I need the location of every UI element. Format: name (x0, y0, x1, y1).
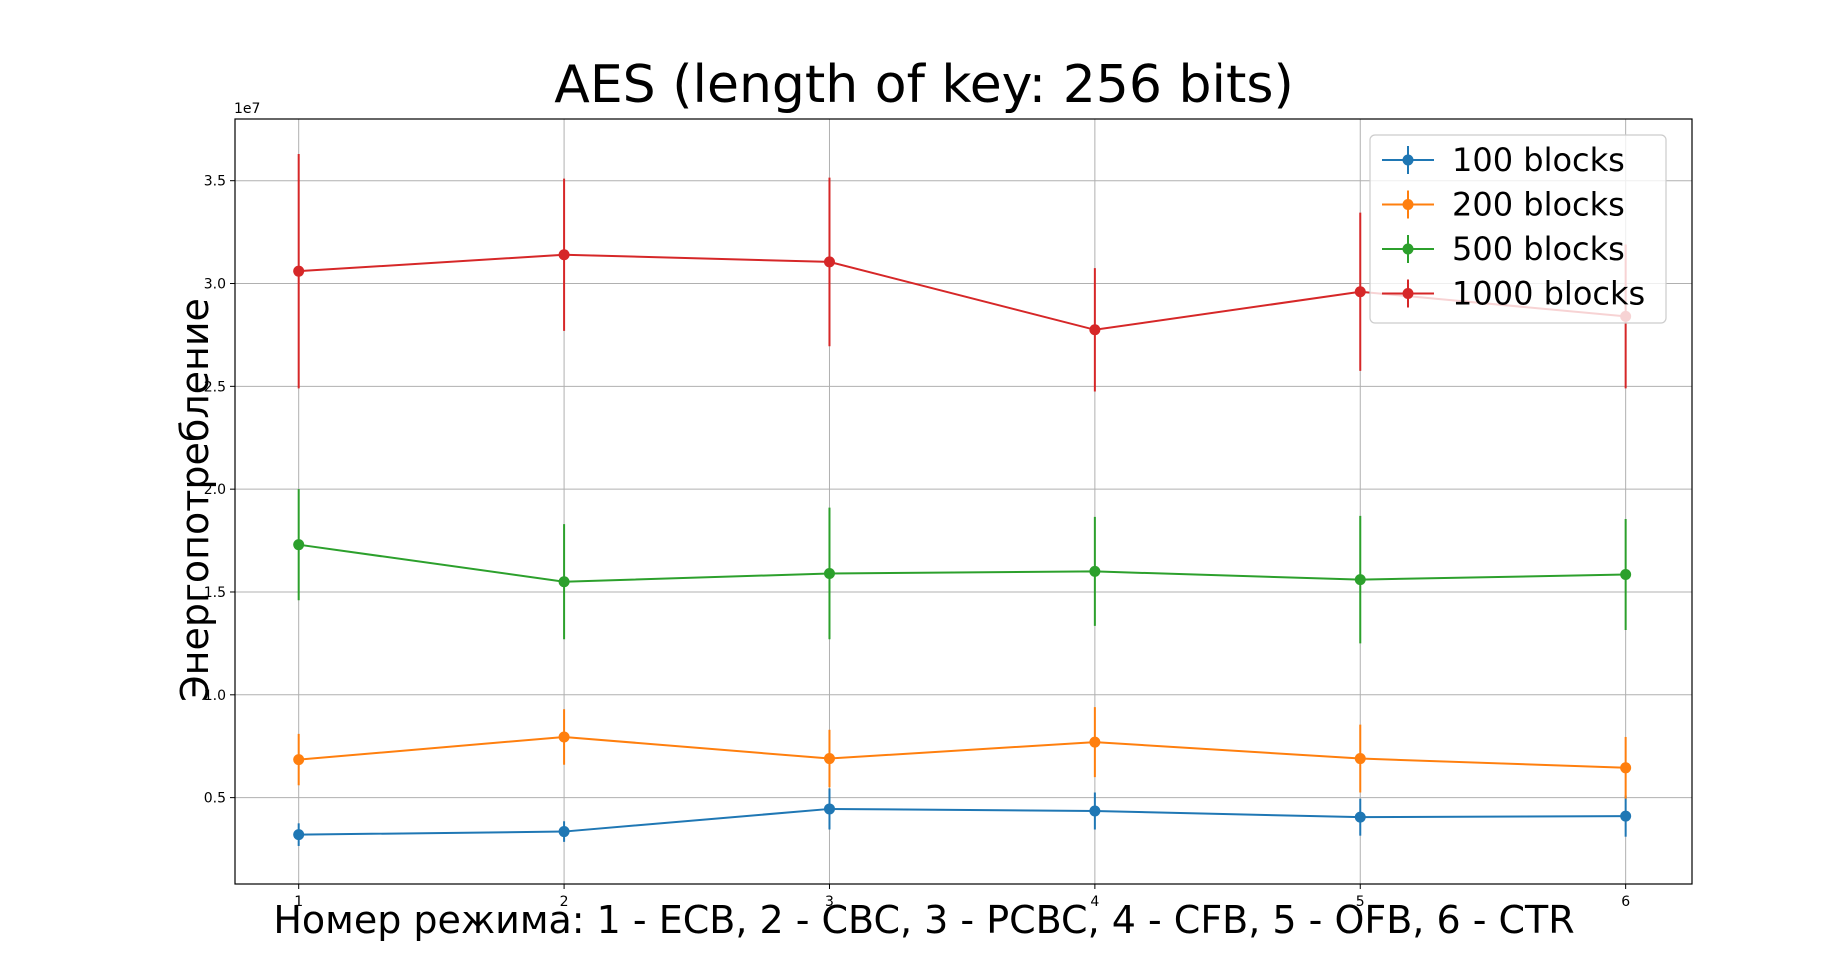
x-tick-label: 2 (560, 894, 569, 910)
data-point (293, 754, 305, 766)
data-point (823, 256, 835, 268)
legend-entry: 100 blocks (1382, 141, 1625, 179)
series-100-blocks (293, 788, 1632, 846)
data-point (293, 829, 305, 841)
legend-marker (1402, 154, 1414, 166)
legend-entry: 200 blocks (1382, 186, 1625, 224)
axes-frame (234, 118, 1693, 885)
data-point (1089, 736, 1101, 748)
legend-marker (1402, 243, 1414, 255)
axis-ticks: 1 2 3 4 5 6 0.5 1.0 1.5 2.0 2.5 3.0 3.5 (204, 174, 1630, 910)
x-axis-label: Номер режима: 1 - ECB, 2 - CBC, 3 - PCBC… (273, 898, 1575, 942)
data-point (1354, 574, 1366, 586)
legend-marker (1402, 288, 1414, 299)
data-point (558, 826, 570, 838)
y-tick-label: 0.5 (204, 791, 226, 807)
legend-label: 1000 blocks (1452, 275, 1645, 313)
y-offset-label: 1e7 (234, 101, 261, 117)
data-point (823, 753, 835, 765)
data-point (1089, 324, 1101, 336)
data-point (1089, 805, 1101, 817)
y-tick-label: 2.0 (204, 482, 226, 498)
data-point (1620, 762, 1632, 774)
data-point (558, 576, 570, 588)
x-tick-label: 4 (1090, 894, 1099, 910)
legend-entry: 1000 blocks (1382, 275, 1645, 313)
data-point (1089, 565, 1101, 577)
data-point (1354, 753, 1366, 765)
series-line (298, 807, 1626, 836)
legend-label: 200 blocks (1452, 186, 1625, 224)
series-500-blocks (293, 489, 1632, 644)
x-tick-label: 1 (294, 894, 303, 910)
legend: 100 blocks 200 blocks 500 blocks 1000 block… (1369, 134, 1667, 324)
series-line (298, 543, 1626, 583)
y-tick-label: 1.0 (204, 688, 226, 704)
data-point (558, 249, 570, 261)
legend-label: 500 blocks (1452, 230, 1625, 268)
legend-label: 100 blocks (1452, 141, 1625, 179)
x-tick-label: 3 (825, 894, 834, 910)
data-point (293, 265, 305, 277)
data-point (1620, 569, 1632, 581)
series-200-blocks (293, 707, 1632, 799)
data-point (558, 731, 570, 743)
data-point (1354, 286, 1366, 298)
data-point (823, 803, 835, 815)
y-tick-label: 3.0 (204, 277, 226, 293)
x-tick-label: 5 (1356, 894, 1365, 910)
data-point (1354, 811, 1366, 823)
x-tick-label: 6 (1621, 894, 1630, 910)
legend-box (1369, 134, 1667, 324)
legend-marker (1402, 199, 1414, 210)
series-line (298, 735, 1626, 769)
data-point (293, 539, 305, 551)
legend-entry: 500 blocks (1382, 230, 1625, 268)
chart-title: AES (length of key: 256 bits) (554, 55, 1294, 115)
y-tick-label: 3.5 (204, 174, 226, 190)
data-point (1620, 810, 1632, 822)
data-point (823, 567, 835, 579)
y-tick-label: 2.5 (204, 379, 226, 395)
y-tick-label: 1.5 (204, 585, 226, 601)
